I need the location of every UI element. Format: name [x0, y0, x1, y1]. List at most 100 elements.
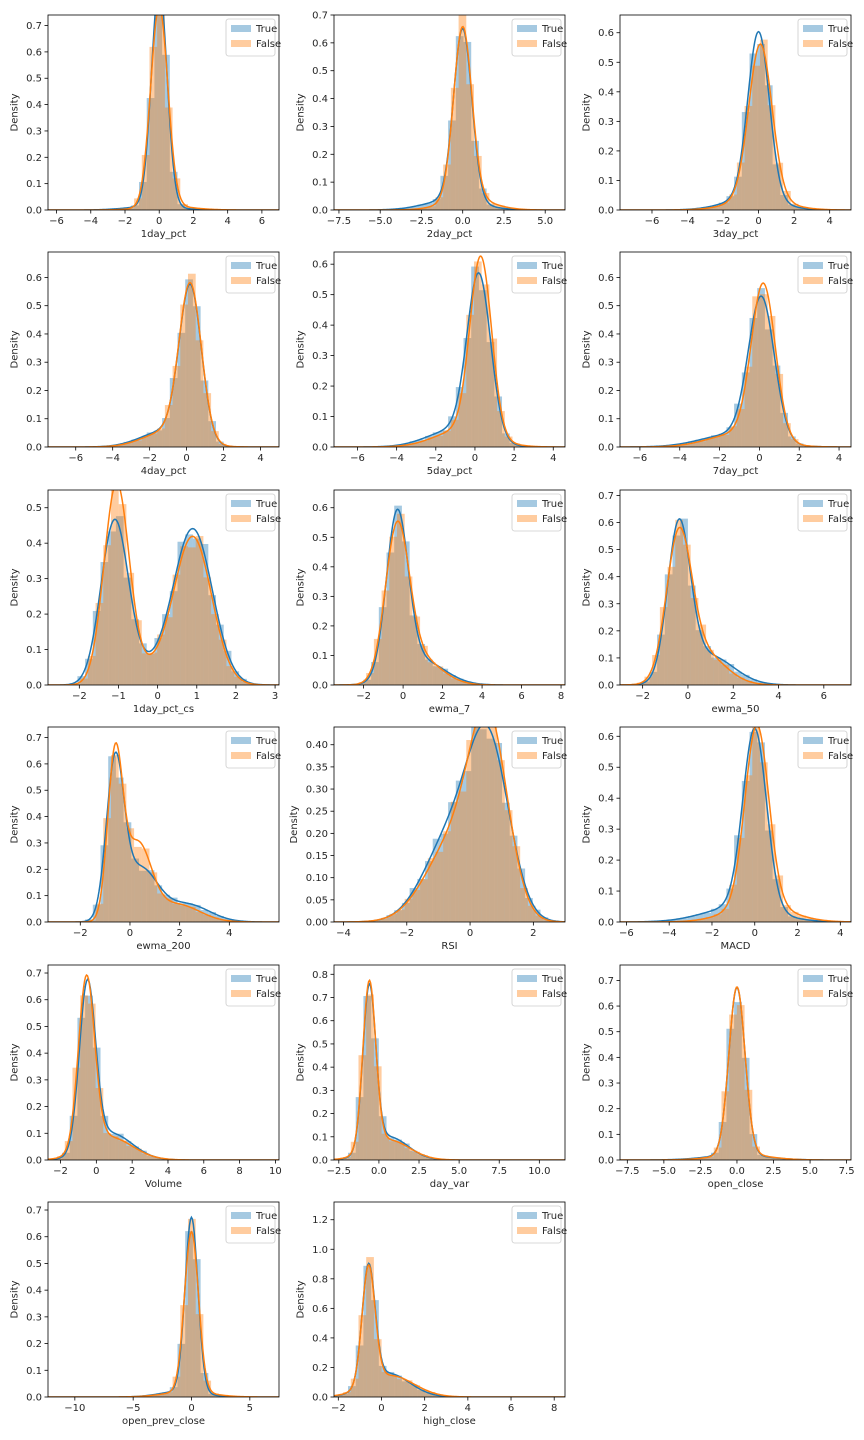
hist-bar-false: [87, 655, 96, 685]
x-tick-label: 5.0: [537, 216, 553, 227]
legend-label-false: False: [542, 276, 567, 287]
y-tick-label: 0.6: [312, 1016, 328, 1027]
y-tick-label: 0.5: [598, 1027, 614, 1038]
y-tick-label: 0.3: [598, 358, 614, 369]
hist-bar-false: [404, 898, 413, 922]
hist-bar-false: [458, 393, 467, 447]
hist-bar-false: [164, 405, 173, 447]
x-tick-label: −2: [635, 691, 650, 702]
hist-bar-true: [162, 54, 170, 210]
subplot-4day_pct: −6 −4 −2 0 2 4 0.0 0.1 0.2 0.3 0.4 0.5 0.6 4day_pct De…: [9, 251, 281, 477]
hist-bar-true: [455, 780, 464, 922]
hist-bar-true: [131, 205, 140, 210]
y-tick-label: 0.2: [26, 386, 42, 397]
hist-bar-true: [85, 919, 93, 922]
hist-bar-false: [404, 1148, 413, 1160]
y-tick-label: 0.4: [598, 794, 614, 805]
x-tick-label: 4: [837, 928, 843, 939]
y-tick-label: 0.00: [306, 918, 328, 929]
hist-bar-true: [139, 870, 147, 922]
hist-bar-true: [409, 1150, 418, 1160]
hist-bar-true: [92, 1047, 101, 1160]
kde-line-true: [620, 518, 851, 685]
hist-bar-false: [736, 677, 745, 685]
hist-bar-true: [115, 1133, 124, 1160]
y-tick-label: 0.3: [598, 599, 614, 610]
x-tick-label: 0: [467, 928, 473, 939]
y-tick-label: 0.6: [598, 28, 614, 39]
y-tick-label: 0.1: [26, 179, 42, 190]
hist-bar-true: [432, 666, 441, 685]
kde-line-false: [48, 741, 279, 922]
hist-bar-false: [134, 198, 142, 210]
hist-bar-true: [123, 577, 132, 685]
hist-bar-true: [231, 671, 240, 685]
x-tick-label: 1: [194, 691, 200, 702]
y-tick-label: 0.4: [598, 329, 614, 340]
hist-bar-false: [126, 208, 135, 210]
x-tick-label: 2: [190, 216, 196, 227]
hist-bar-true: [680, 518, 688, 685]
y-tick-label: 0.2: [312, 621, 328, 632]
hist-bar-true: [363, 1265, 372, 1397]
y-tick-label: 0.0: [26, 206, 42, 217]
hist-bar-true: [348, 1152, 356, 1160]
hist-bar-true: [192, 306, 201, 447]
legend-swatch-true: [231, 737, 251, 744]
hist-bar-true: [749, 731, 758, 922]
y-axis-label: Density: [9, 1043, 20, 1081]
hist-bar-false: [203, 1380, 212, 1397]
hist-bar-true: [788, 436, 796, 447]
y-tick-label: 0.15: [306, 851, 328, 862]
y-tick-label: 0.0: [598, 206, 614, 217]
hist-bar-false: [790, 439, 799, 447]
legend-label-true: True: [255, 736, 277, 747]
legend-swatch-false: [803, 40, 823, 47]
x-tick-label: 8: [236, 1166, 242, 1177]
x-tick-label: 3: [272, 691, 278, 702]
hist-bar-false: [226, 666, 235, 685]
x-tick-label: 6: [508, 1403, 514, 1414]
hist-bar-true: [146, 98, 155, 210]
axes-frame: [333, 726, 566, 923]
y-tick-label: 0.8: [312, 1274, 328, 1285]
hist-bar-false: [110, 1136, 119, 1160]
hist-bar-false: [350, 1378, 359, 1397]
y-tick-label: 0.3: [26, 838, 42, 849]
hist-bar-false: [396, 909, 405, 922]
x-tick-label: 0: [378, 1403, 384, 1414]
hist-bar-false: [466, 683, 474, 685]
hist-bar-false: [420, 440, 428, 447]
y-axis-label: Density: [581, 805, 592, 843]
x-tick-label: 2: [791, 216, 797, 227]
plot-area: [334, 1257, 565, 1397]
hist-bar-false: [366, 673, 374, 685]
hist-bar-false: [195, 1314, 204, 1397]
hist-bar-true: [455, 387, 464, 447]
y-tick-label: 0.6: [26, 273, 42, 284]
subplot-ewma_50: −2 0 2 4 6 0.0 0.1 0.2 0.3 0.4 0.5 0.6 0.7 ewma_50 Den…: [581, 489, 853, 715]
legend-swatch-true: [803, 262, 823, 269]
hist-bar-false: [172, 903, 181, 922]
y-tick-label: 0.5: [26, 786, 42, 797]
y-tick-label: 0.7: [598, 976, 614, 987]
hist-bar-true: [657, 634, 665, 685]
legend-swatch-true: [517, 262, 537, 269]
y-tick-label: 0.5: [312, 66, 328, 77]
hist-bar-false: [504, 436, 513, 447]
y-tick-label: 0.6: [312, 503, 328, 514]
hist-bar-false: [404, 1380, 413, 1397]
y-axis-label: Density: [9, 805, 20, 843]
hist-bar-false: [729, 426, 737, 447]
y-axis-label: Density: [581, 93, 592, 131]
hist-bar-true: [764, 85, 773, 210]
y-tick-label: 0.3: [312, 122, 328, 133]
hist-bar-false: [172, 365, 181, 447]
y-axis-label: Density: [581, 568, 592, 606]
legend-label-false: False: [828, 39, 853, 50]
plot-area: [334, 978, 565, 1160]
x-tick-label: −2: [118, 216, 133, 227]
hist-bar-true: [780, 194, 789, 210]
legend-label-true: True: [255, 499, 277, 510]
y-tick-label: 0.1: [598, 176, 614, 187]
